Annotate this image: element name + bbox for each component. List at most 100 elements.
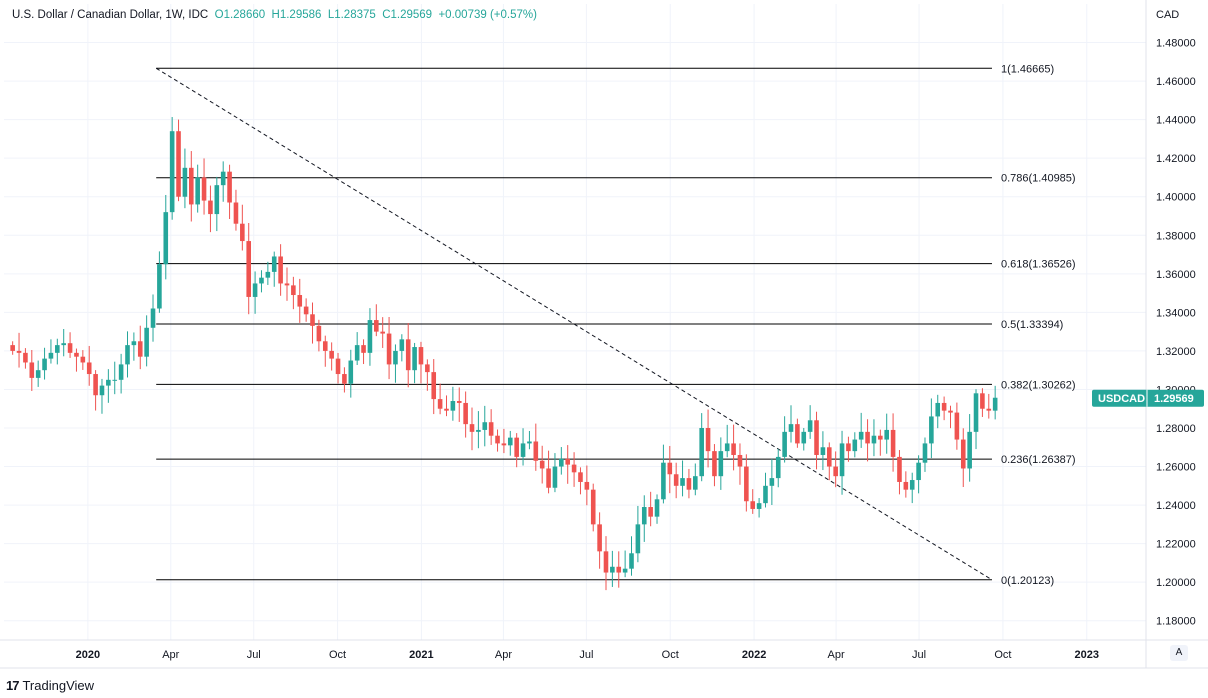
x-tick-label: Oct <box>662 649 679 661</box>
last-price-badge: USDCAD 1.29569 <box>1092 389 1204 407</box>
candle-down <box>737 454 743 467</box>
y-tick-label: 1.48000 <box>1156 38 1196 50</box>
candle-up <box>610 566 615 573</box>
candle-down <box>826 447 832 467</box>
candle-down <box>750 501 756 509</box>
candle-down <box>335 358 341 375</box>
candle-up <box>922 443 928 463</box>
candle-up <box>661 462 666 500</box>
candle-up <box>852 439 858 452</box>
y-tick-label: 1.26000 <box>1156 462 1196 474</box>
candle-up <box>718 451 724 477</box>
candle-down <box>278 256 283 284</box>
candle-down <box>374 320 379 332</box>
close-value: 1.29569 <box>390 9 433 21</box>
candle-up <box>973 393 979 432</box>
candle-up <box>858 431 864 440</box>
candle-down <box>744 466 749 502</box>
fib-level-label: 0.382(1.30262) <box>1001 379 1076 391</box>
x-tick-label: Jul <box>912 649 926 661</box>
x-tick-label: Apr <box>828 649 845 661</box>
candle-down <box>361 345 366 353</box>
candle-down <box>329 350 334 359</box>
candle-down <box>960 439 966 469</box>
candle-up <box>163 212 169 265</box>
candle-up <box>169 131 175 213</box>
candle-up <box>935 402 941 417</box>
candle-up <box>635 524 641 554</box>
candle-up <box>763 485 768 504</box>
candle-down <box>23 352 28 363</box>
candle-up <box>992 397 998 411</box>
candle-up <box>112 379 118 381</box>
candle-down <box>890 429 896 457</box>
change-value: +0.00739 (+0.57%) <box>438 9 537 21</box>
candle-up <box>909 480 915 490</box>
candle-down <box>603 551 609 573</box>
candle-up <box>48 352 54 359</box>
candle-down <box>380 331 385 334</box>
candle-up <box>929 416 934 444</box>
auto-scale-button[interactable]: A <box>1170 645 1188 661</box>
candle-up <box>259 277 264 284</box>
candle-down <box>386 333 392 365</box>
candle-up <box>641 507 647 525</box>
candle-up <box>450 401 456 411</box>
candle-up <box>654 499 660 517</box>
price-badge-symbol: USDCAD <box>1098 393 1145 405</box>
candle-down <box>712 451 717 477</box>
candle-up <box>839 443 845 477</box>
candle-down <box>954 412 960 440</box>
candle-down <box>10 345 15 351</box>
candle-up <box>393 350 398 365</box>
fibonacci-retracement: 1(1.46665) 0.786(1.40985) 0.618(1.36526) 0.… <box>155 63 1076 587</box>
candle-down <box>578 472 583 482</box>
y-tick-label: 1.38000 <box>1156 230 1196 242</box>
candle-down <box>418 347 424 365</box>
y-tick-label: 1.40000 <box>1156 192 1196 204</box>
candle-down <box>297 295 303 307</box>
candle-up <box>482 422 488 430</box>
candle-up <box>265 271 271 278</box>
candle-up <box>150 308 156 328</box>
close-label: C <box>382 9 391 21</box>
y-tick-label: 1.42000 <box>1156 153 1196 165</box>
candle-up <box>559 458 564 467</box>
tradingview-brand[interactable]: 17 TradingView <box>6 678 94 693</box>
fib-level-label: 0.786(1.40985) <box>1001 173 1076 185</box>
candle-up <box>788 424 794 432</box>
candle-up <box>801 431 807 444</box>
price-badge-value: 1.29569 <box>1154 393 1194 405</box>
candle-up <box>252 283 258 297</box>
candle-down <box>616 566 622 573</box>
y-tick-label: 1.44000 <box>1156 115 1196 127</box>
candle-down <box>80 356 86 363</box>
candle-down <box>469 424 475 432</box>
candle-up <box>782 431 787 457</box>
candle-up <box>871 435 877 444</box>
candle-down <box>597 524 602 552</box>
high-label: H <box>271 9 280 21</box>
y-tick-label: 1.18000 <box>1156 616 1196 628</box>
y-tick-label: 1.20000 <box>1156 577 1196 589</box>
tradingview-name: TradingView <box>22 678 95 693</box>
x-tick-label: 2023 <box>1075 649 1099 661</box>
candle-down <box>303 306 309 315</box>
candle-down <box>903 481 909 490</box>
candle-down <box>648 507 653 517</box>
trend-line <box>155 67 993 581</box>
y-tick-label: 1.46000 <box>1156 76 1196 88</box>
candle-down <box>437 399 443 409</box>
candle-up <box>820 447 826 455</box>
symbol-header: U.S. Dollar / Canadian Dollar, 1W, IDC O… <box>12 9 537 21</box>
candle-down <box>29 362 35 378</box>
candle-down <box>431 372 437 400</box>
y-tick-label: 1.24000 <box>1156 500 1196 512</box>
candle-down <box>495 435 500 444</box>
y-tick-label: 1.28000 <box>1156 423 1196 435</box>
candle-up <box>214 185 220 215</box>
candle-down <box>980 393 985 409</box>
x-tick-label: 2022 <box>742 649 766 661</box>
candle-down <box>342 374 347 384</box>
